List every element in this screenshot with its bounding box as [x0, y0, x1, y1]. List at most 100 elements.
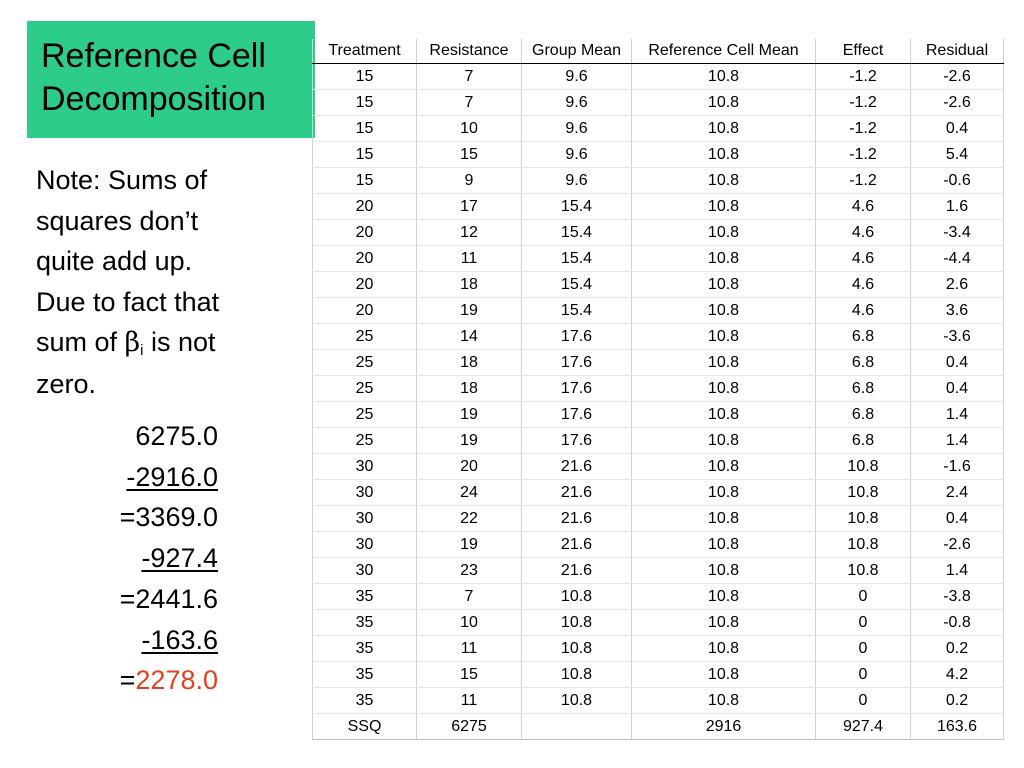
cell-resistance: 7	[416, 89, 522, 116]
cell-treatment: 25	[312, 401, 417, 428]
cell-group-mean: 21.6	[521, 531, 632, 558]
cell-residual: 1.4	[910, 427, 1004, 454]
cell-effect: 10.8	[815, 479, 911, 506]
note-fragment: is not	[143, 327, 216, 357]
cell-treatment: 25	[312, 349, 417, 376]
cell-residual: 5.4	[910, 141, 1004, 168]
table-row: 20 17 15.4 10.8 4.6 1.6	[312, 193, 1004, 220]
cell-treatment: 30	[312, 505, 417, 532]
table-row: 15 7 9.6 10.8 -1.2 -2.6	[312, 63, 1004, 90]
header-resistance: Resistance	[416, 39, 522, 64]
calc-line-underlined: -927.4	[141, 543, 218, 574]
cell-effect: 4.6	[815, 245, 911, 272]
cell-resistance: 11	[416, 687, 522, 714]
cell-effect: -1.2	[815, 89, 911, 116]
cell-group-mean: 17.6	[521, 427, 632, 454]
cell-treatment: 15	[312, 63, 417, 90]
cell-treatment: 35	[312, 687, 417, 714]
note-line: quite add up.	[36, 246, 193, 276]
cell-group-mean: 10.8	[521, 609, 632, 636]
note-line: Due to fact that	[36, 286, 220, 317]
cell-resistance: 19	[416, 401, 522, 428]
cell-reference-cell-mean: 10.8	[631, 349, 816, 376]
cell-group-mean: 9.6	[521, 167, 632, 194]
cell-reference-cell-mean: 10.8	[631, 401, 816, 428]
header-effect: Effect	[815, 39, 911, 64]
cell-group-mean: 21.6	[521, 505, 632, 532]
cell-resistance: 12	[416, 219, 522, 246]
ssq-cell-reference-cell-mean: 2916	[631, 713, 816, 740]
cell-reference-cell-mean: 10.8	[631, 661, 816, 688]
cell-effect: 4.6	[815, 297, 911, 324]
cell-effect: 0	[815, 635, 911, 662]
cell-residual: 1.4	[910, 557, 1004, 584]
note-line: squares don’t	[36, 205, 199, 236]
calc-line-underlined: -2916.0	[126, 461, 218, 492]
cell-resistance: 15	[416, 141, 522, 168]
cell-effect: 6.8	[815, 427, 911, 454]
header-reference-cell-mean: Reference Cell Mean	[631, 39, 816, 64]
title-line-2: Decomposition	[41, 80, 266, 118]
cell-group-mean: 21.6	[521, 479, 632, 506]
cell-reference-cell-mean: 10.8	[631, 557, 816, 584]
cell-effect: 10.8	[815, 505, 911, 532]
cell-residual: 0.4	[910, 375, 1004, 402]
cell-reference-cell-mean: 10.8	[631, 323, 816, 350]
table-row: 25 14 17.6 10.8 6.8 -3.6	[312, 323, 1004, 350]
cell-residual: 0.4	[910, 115, 1004, 142]
cell-resistance: 19	[416, 531, 522, 558]
cell-reference-cell-mean: 10.8	[631, 609, 816, 636]
cell-reference-cell-mean: 10.8	[631, 505, 816, 532]
cell-residual: 2.4	[910, 479, 1004, 506]
cell-treatment: 25	[312, 323, 417, 350]
table-row: 30 24 21.6 10.8 10.8 2.4	[312, 479, 1004, 506]
table-row: 30 23 21.6 10.8 10.8 1.4	[312, 557, 1004, 584]
cell-group-mean: 17.6	[521, 401, 632, 428]
cell-effect: 0	[815, 661, 911, 688]
cell-reference-cell-mean: 10.8	[631, 193, 816, 220]
cell-resistance: 17	[416, 193, 522, 220]
cell-group-mean: 9.6	[521, 115, 632, 142]
cell-resistance: 11	[416, 245, 522, 272]
cell-treatment: 15	[312, 89, 417, 116]
table-row: 15 10 9.6 10.8 -1.2 0.4	[312, 115, 1004, 142]
cell-resistance: 9	[416, 167, 522, 194]
header-treatment: Treatment	[312, 39, 417, 64]
table-row: 20 11 15.4 10.8 4.6 -4.4	[312, 245, 1004, 272]
table-row: 25 19 17.6 10.8 6.8 1.4	[312, 427, 1004, 454]
cell-treatment: 25	[312, 427, 417, 454]
cell-reference-cell-mean: 10.8	[631, 635, 816, 662]
cell-treatment: 20	[312, 245, 417, 272]
cell-group-mean: 15.4	[521, 219, 632, 246]
cell-effect: 6.8	[815, 401, 911, 428]
table-row: 35 11 10.8 10.8 0 0.2	[312, 635, 1004, 662]
cell-residual: -1.6	[910, 453, 1004, 480]
cell-effect: 4.6	[815, 193, 911, 220]
cell-group-mean: 10.8	[521, 635, 632, 662]
cell-reference-cell-mean: 10.8	[631, 583, 816, 610]
cell-reference-cell-mean: 10.8	[631, 531, 816, 558]
cell-residual: -3.6	[910, 323, 1004, 350]
cell-resistance: 10	[416, 609, 522, 636]
cell-resistance: 7	[416, 63, 522, 90]
cell-residual: -0.6	[910, 167, 1004, 194]
cell-reference-cell-mean: 10.8	[631, 453, 816, 480]
ssq-calculation: 6275.0 -2916.0 =3369.0 -927.4 =2441.6 -1…	[60, 416, 218, 701]
cell-resistance: 7	[416, 583, 522, 610]
cell-reference-cell-mean: 10.8	[631, 479, 816, 506]
table-row: 20 19 15.4 10.8 4.6 3.6	[312, 297, 1004, 324]
cell-residual: 1.6	[910, 193, 1004, 220]
cell-residual: -3.4	[910, 219, 1004, 246]
note-fragment: sum of	[36, 327, 125, 357]
cell-reference-cell-mean: 10.8	[631, 245, 816, 272]
calc-result-line: =2278.0	[60, 660, 218, 701]
cell-reference-cell-mean: 10.8	[631, 375, 816, 402]
cell-reference-cell-mean: 10.8	[631, 141, 816, 168]
cell-group-mean: 9.6	[521, 63, 632, 90]
table-row: 35 15 10.8 10.8 0 4.2	[312, 661, 1004, 688]
cell-residual: -0.8	[910, 609, 1004, 636]
cell-reference-cell-mean: 10.8	[631, 271, 816, 298]
cell-resistance: 20	[416, 453, 522, 480]
cell-residual: 2.6	[910, 271, 1004, 298]
cell-reference-cell-mean: 10.8	[631, 219, 816, 246]
